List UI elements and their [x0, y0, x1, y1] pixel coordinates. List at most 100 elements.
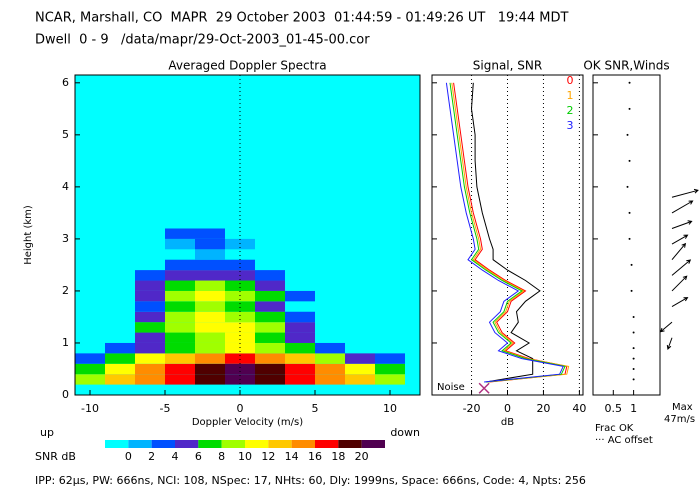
spectrum-cell — [75, 353, 105, 364]
chart-title: OK SNR,Winds — [583, 59, 669, 73]
spectrum-cell — [285, 332, 315, 343]
spectrum-cell — [285, 353, 315, 364]
spectrum-cell — [135, 301, 165, 312]
frac-ok-dot — [632, 357, 635, 360]
wind-arrow — [671, 220, 693, 229]
spectrum-cell — [225, 238, 255, 250]
spectrum-cell — [255, 311, 285, 323]
x-tick-label: 0 — [504, 402, 511, 415]
spectrum-cell — [285, 290, 315, 302]
spectrum-cell — [195, 374, 225, 385]
x-axis-label: dB — [501, 417, 514, 428]
frac-ok-dot — [632, 367, 635, 370]
spectrum-cell — [255, 332, 285, 343]
frac-ok-dot — [632, 347, 635, 350]
spectrum-cell — [165, 322, 195, 333]
spectrum-cell — [225, 353, 255, 364]
spectrum-cell — [225, 259, 255, 271]
x-tick-label: 20 — [536, 402, 550, 415]
spectrum-cell — [315, 353, 345, 364]
spectrum-cell — [105, 374, 135, 385]
spectrum-cell — [195, 363, 225, 375]
spectrum-cell — [345, 374, 375, 385]
spectrum-cell — [105, 363, 135, 375]
spectrum-cell — [195, 353, 225, 364]
frac-ok-dot — [632, 378, 635, 381]
x-tick-label: 1 — [630, 402, 637, 415]
frac-ok-dot — [632, 331, 635, 334]
wind-arrow — [671, 297, 689, 307]
spectrum-cell — [135, 290, 165, 302]
spectrum-cell — [135, 342, 165, 354]
legend-entry: 1 — [567, 89, 574, 102]
footer: IPP: 62μs, PW: 666ns, NCI: 108, NSpec: 1… — [35, 474, 586, 487]
x-tick-label: -20 — [463, 402, 481, 415]
spectrum-cell — [255, 342, 285, 354]
wind-max-speed: 47m/s — [664, 414, 695, 425]
axis-note: up — [40, 426, 54, 439]
legend-entry: 0 — [567, 74, 574, 87]
spectrum-cell — [225, 342, 255, 354]
x-axis-label: Frac OK — [595, 423, 634, 434]
x-tick-label: 40 — [572, 402, 586, 415]
spectrum-cell — [165, 301, 195, 312]
spectrum-cell — [255, 353, 285, 364]
x-tick-label: -10 — [81, 402, 99, 415]
spectrum-cell — [195, 322, 225, 333]
plot-frame — [74, 74, 421, 396]
snr-line — [453, 82, 568, 383]
y-tick-label: 0 — [62, 388, 69, 401]
wind-arrow — [659, 321, 673, 333]
x-axis-label: Doppler Velocity (m/s) — [192, 417, 303, 428]
spectrum-cell — [135, 374, 165, 385]
wind-arrow — [671, 234, 689, 245]
colorbar-swatch — [291, 440, 315, 448]
colorbar-tick-label: 4 — [172, 450, 179, 463]
wind-arrow — [671, 275, 688, 292]
spectrum-cell — [135, 363, 165, 375]
spectrum-cell — [195, 301, 225, 312]
spectrum-cell — [135, 353, 165, 364]
spectrum-cell — [225, 301, 255, 312]
spectrum-cell — [165, 290, 195, 302]
colorbar-swatch — [221, 440, 245, 448]
wind-arrow — [671, 242, 687, 261]
legend-entry: 2 — [567, 104, 574, 117]
colorbar-swatch — [268, 440, 292, 448]
spectrum-cell — [105, 353, 135, 364]
colorbar-swatch — [338, 440, 362, 448]
y-tick-label: 3 — [62, 232, 69, 245]
spectrum-cell — [285, 363, 315, 375]
spectrum-cell — [165, 332, 195, 343]
frac-ok-dot — [628, 211, 631, 214]
spectrum-cell — [315, 374, 345, 385]
plot-frame — [592, 74, 661, 396]
spectrum-cell — [225, 290, 255, 302]
wind-arrow — [671, 259, 692, 276]
y-axis-label: Height (km) — [23, 205, 34, 265]
colorbar-swatch — [198, 440, 222, 448]
spectrum-cell — [135, 280, 165, 291]
spectrum-cell — [165, 311, 195, 323]
spectrum-cell — [255, 280, 285, 291]
colorbar-swatch — [105, 440, 129, 448]
colorbar-tick-label: 0 — [125, 450, 132, 463]
spectrum-cell — [165, 353, 195, 364]
colorbar-swatch — [315, 440, 339, 448]
spectrum-cell — [195, 238, 225, 250]
spectrum-cell — [255, 363, 285, 375]
frac-ok-dot — [628, 81, 631, 84]
spectrum-cell — [345, 363, 375, 375]
header-line: NCAR, Marshall, CO MAPR 29 October 2003 … — [35, 11, 569, 26]
spectrum-cell — [315, 342, 345, 354]
frac-ok-dot — [628, 159, 631, 162]
signal-line — [470, 82, 541, 383]
colorbar-tick-label: 6 — [195, 450, 202, 463]
colorbar-tick-label: 2 — [148, 450, 155, 463]
frac-ok-dot — [626, 133, 629, 136]
colorbar-tick-label: 8 — [218, 450, 225, 463]
frac-ok-dot — [632, 315, 635, 318]
wind-arrow — [671, 200, 694, 214]
frac-ok-dot — [630, 263, 633, 266]
spectrum-cell — [285, 374, 315, 385]
